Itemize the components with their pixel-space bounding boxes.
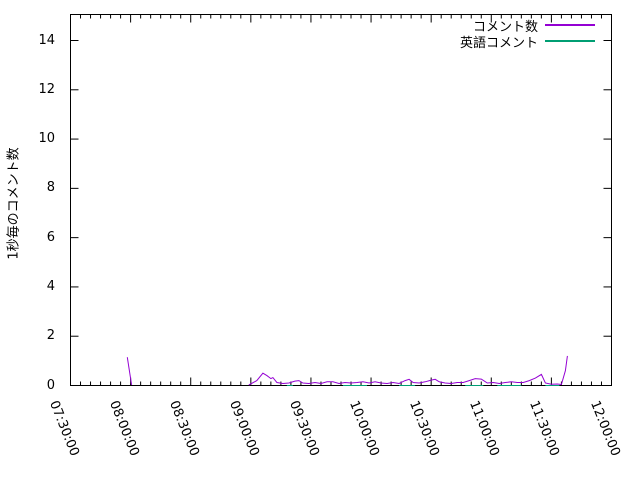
- legend-label-comments: コメント数: [472, 19, 538, 35]
- y-tick-label: 14: [38, 32, 55, 48]
- series-line: [248, 355, 568, 386]
- legend-row: コメント数: [460, 17, 595, 35]
- legend-line-sample-comments: [545, 24, 595, 26]
- y-tick-label: 10: [38, 131, 55, 147]
- legend-line-sample-english-comments: [545, 40, 595, 42]
- legend-row: 英語コメント: [459, 33, 595, 51]
- y-tick-label: 12: [38, 81, 55, 97]
- y-tick-label: 0: [46, 377, 55, 393]
- y-tick-label: 8: [46, 180, 55, 196]
- y-tick-label: 6: [46, 229, 55, 245]
- series-line: [126, 357, 133, 386]
- legend-label-english-comments: 英語コメント: [459, 35, 538, 51]
- plot-border: [70, 14, 612, 386]
- y-tick-label: 4: [46, 278, 55, 294]
- legend: コメント数 英語コメント: [459, 17, 595, 51]
- y-tick-label: 2: [46, 328, 55, 344]
